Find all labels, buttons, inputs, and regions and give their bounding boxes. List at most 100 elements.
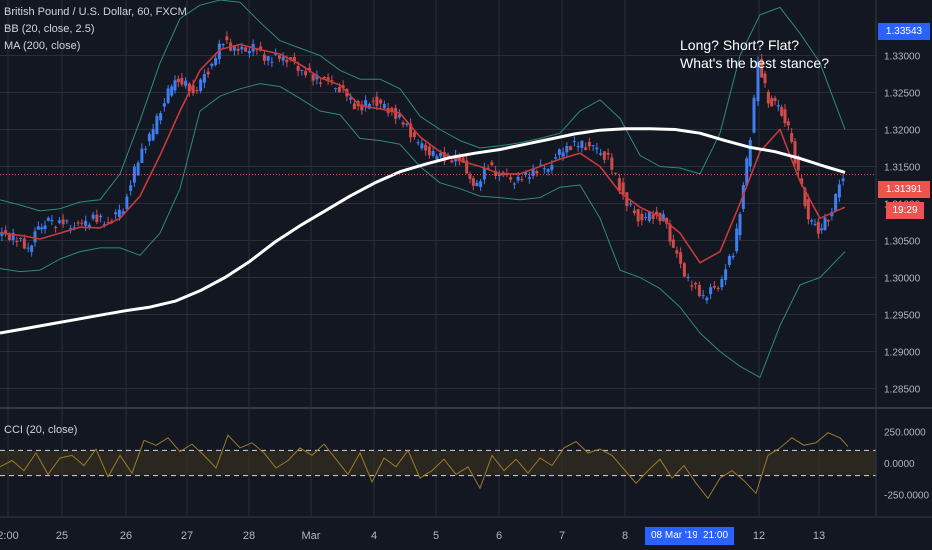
- candle-body: [420, 143, 424, 149]
- candle-body: [401, 122, 405, 125]
- candle-body: [644, 217, 648, 219]
- candle-body: [602, 151, 606, 160]
- candle-body: [457, 155, 461, 162]
- candle-body: [352, 103, 356, 110]
- candle-body: [820, 228, 824, 231]
- candle-body: [810, 220, 814, 222]
- candle-body: [382, 103, 386, 109]
- candle-body: [748, 139, 752, 167]
- cci-tick-label: -250.0000: [884, 491, 929, 502]
- candle-body: [289, 57, 293, 60]
- candle-body: [166, 88, 170, 103]
- candle-body: [427, 146, 431, 156]
- candle-body: [106, 222, 110, 224]
- candle-body: [482, 167, 486, 180]
- candle-body: [705, 297, 709, 301]
- candle-body: [786, 121, 790, 126]
- ma200-line: [0, 127, 846, 335]
- candle-body: [625, 192, 629, 206]
- candle-body: [184, 80, 188, 86]
- time-tick-label: 26: [120, 530, 132, 542]
- candle-body: [796, 156, 800, 171]
- chart-annotation: Long? Short? Flat? What's the best stanc…: [680, 36, 829, 72]
- candle-body: [800, 178, 804, 185]
- price-tick-label: 1.32000: [884, 126, 921, 137]
- candle-body: [311, 74, 315, 81]
- candle-body: [826, 220, 830, 222]
- candle-body: [140, 148, 144, 163]
- candle-body: [606, 152, 610, 155]
- candle-body: [147, 133, 151, 142]
- candle-body: [690, 285, 694, 287]
- bb-upper-band: [0, 0, 846, 212]
- price-tag-top: 1.33543: [878, 23, 930, 40]
- candle-body: [195, 90, 199, 92]
- price-tag-current: 1.31391: [878, 181, 930, 198]
- candle-body: [591, 145, 595, 147]
- candle-body: [151, 128, 155, 141]
- candle-body: [686, 276, 690, 278]
- candle-body: [379, 99, 383, 104]
- candle-body: [87, 224, 91, 227]
- time-tick-label: 27: [181, 530, 193, 542]
- candle-body: [409, 123, 413, 138]
- candle-body: [155, 115, 159, 134]
- candle-body: [576, 145, 580, 148]
- candle-body: [132, 166, 136, 183]
- candle-body: [412, 132, 416, 138]
- price-tick-label: 1.30000: [884, 274, 921, 285]
- candle-body: [647, 211, 651, 221]
- time-tick-label: 12: [753, 530, 765, 542]
- candle-body: [475, 182, 479, 186]
- symbol-legend: British Pound / U.S. Dollar, 60, FXCM: [4, 6, 187, 18]
- candle-body: [587, 141, 591, 147]
- candle-body: [11, 232, 15, 241]
- annotation-line-2: What's the best stance?: [680, 55, 829, 71]
- candle-body: [776, 105, 780, 107]
- candle-body: [307, 67, 311, 71]
- candle-body: [561, 152, 565, 157]
- candle-body: [173, 80, 177, 91]
- candle-body: [240, 46, 244, 50]
- candle-body: [461, 157, 465, 163]
- candle-body: [129, 185, 133, 191]
- bb-basis-line: [0, 43, 846, 264]
- candle-body: [326, 77, 330, 80]
- candle-body: [61, 219, 65, 225]
- cci-legend: CCI (20, close): [4, 424, 78, 436]
- price-tick-label: 1.28500: [884, 385, 921, 396]
- candle-body: [416, 142, 420, 144]
- candle-body: [539, 164, 543, 166]
- candle-body: [756, 61, 760, 102]
- candle-body: [390, 107, 394, 113]
- candle-body: [780, 107, 784, 116]
- time-tick-label: 2:00: [0, 530, 19, 542]
- candle-body: [823, 217, 827, 230]
- time-tick-label: 6: [496, 530, 502, 542]
- candle-body: [439, 152, 443, 157]
- candle-body: [136, 162, 140, 176]
- candle-body: [176, 78, 180, 83]
- candle-body: [202, 74, 206, 83]
- candle-body: [322, 76, 326, 79]
- crosshair-date-tag: 08 Mar '19: [645, 527, 704, 545]
- candle-body: [636, 209, 640, 222]
- candle-body: [435, 156, 439, 160]
- ma-legend: MA (200, close): [4, 40, 81, 52]
- candle-body: [716, 287, 720, 289]
- candle-body: [33, 231, 37, 243]
- candle-body: [214, 58, 218, 65]
- candle-body: [375, 96, 379, 106]
- candle-body: [210, 63, 214, 67]
- candle-body: [206, 71, 210, 75]
- candle-body: [221, 43, 225, 46]
- candle-body: [360, 104, 364, 111]
- candle-body: [225, 36, 229, 41]
- candle-body: [371, 100, 375, 102]
- candle-body: [180, 78, 184, 85]
- candle-body: [661, 214, 665, 221]
- candle-body: [244, 47, 248, 52]
- candle-body: [277, 55, 281, 59]
- candle-body: [546, 169, 550, 172]
